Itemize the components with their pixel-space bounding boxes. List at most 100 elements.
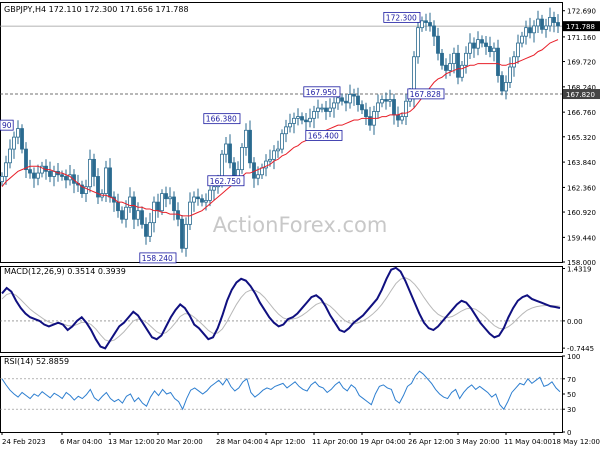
time-tick-label: 11 Apr 20:00 [312, 438, 358, 446]
candle-body [480, 39, 484, 44]
candle-body [296, 116, 300, 119]
price-tick-label: 169.720 [567, 59, 596, 67]
price-tick-label: 171.160 [567, 34, 596, 42]
candle-body [320, 107, 324, 110]
candle-body [60, 174, 64, 177]
candle-body [136, 210, 140, 220]
reference-level-box [563, 89, 600, 100]
candle-body [172, 196, 176, 212]
candle-body [196, 196, 200, 200]
candle-body [200, 198, 204, 203]
price-annotation-box [407, 88, 445, 100]
candle-body [16, 128, 20, 138]
candle-body [520, 35, 524, 44]
candle-body [268, 158, 272, 162]
candle-body [308, 117, 312, 123]
candle-body [108, 167, 112, 198]
candle-body [20, 128, 24, 150]
candle-body [96, 176, 100, 198]
candle-body [224, 143, 228, 155]
candle-body [444, 64, 448, 71]
moving-average-line [1, 39, 559, 217]
price-annotation-label: 166.380 [206, 115, 237, 124]
candle-body [508, 66, 512, 83]
candle-body [356, 95, 360, 106]
candle-body [344, 100, 348, 104]
price-tick-label: 162.360 [567, 184, 596, 192]
candle-body [228, 143, 232, 164]
candle-body [4, 162, 8, 177]
price-annotation-box [383, 11, 421, 23]
candle-body [332, 102, 336, 109]
candle-body [148, 222, 152, 237]
time-tick-label: 13 Mar 12:00 [108, 438, 155, 446]
macd-panel-frame [0, 266, 563, 353]
candle-body [512, 56, 516, 68]
candle-body [260, 167, 264, 176]
candle-body [532, 25, 536, 34]
reference-level-label: 167.820 [566, 91, 595, 99]
candle-body [392, 99, 396, 116]
candle-body [264, 160, 268, 169]
candle-body [204, 200, 208, 203]
price-tick-label: 160.920 [567, 209, 596, 217]
price-annotation-label: 172.300 [386, 13, 417, 22]
time-tick-label: 6 Mar 04:00 [60, 438, 102, 446]
candle-body [424, 20, 428, 23]
candle-body [464, 52, 468, 66]
price-tick-label: 165.320 [567, 134, 596, 142]
candle-body [312, 111, 316, 119]
price-tick-label: 158.000 [567, 259, 596, 267]
price-annotation-label: 167.950 [306, 88, 337, 97]
candle-body [128, 196, 132, 208]
candle-body [504, 81, 508, 92]
candle-body [440, 52, 444, 66]
candle-body [352, 93, 356, 97]
candle-body [284, 126, 288, 135]
instrument-header: GBPJPY,H4 172.110 172.300 171.656 171.78… [4, 5, 189, 14]
candle-body [8, 148, 12, 164]
candle-body [0, 176, 4, 183]
candle-body [184, 223, 188, 249]
time-tick-label: 19 Apr 04:00 [360, 438, 406, 446]
candle-body [124, 206, 128, 220]
candle-body [164, 193, 168, 200]
candle-body [272, 150, 276, 160]
candle-body [116, 201, 120, 212]
candle-body [452, 52, 456, 64]
candle-body [12, 136, 16, 150]
candle-body [548, 16, 552, 27]
time-tick-label: 28 Mar 04:00 [216, 438, 263, 446]
time-tick-label: 11 May 04:00 [504, 438, 552, 446]
candle-body [556, 22, 560, 27]
candle-body [492, 47, 496, 53]
candle-body [428, 22, 432, 27]
macd-main-line [1, 266, 561, 350]
candle-body [460, 64, 464, 78]
candle-body [84, 186, 88, 194]
rsi-tick-label: 50 [567, 391, 576, 399]
price-annotation-box [0, 119, 14, 131]
time-tick-label: 26 Apr 12:00 [408, 438, 454, 446]
price-annotation-box [139, 252, 177, 264]
candle-body [304, 119, 308, 123]
candle-body [476, 39, 480, 49]
time-tick-label: 4 Apr 12:00 [264, 438, 305, 446]
candle-body [324, 107, 328, 112]
price-annotation-box [305, 130, 343, 141]
price-tick-label: 159.440 [567, 234, 596, 242]
reference-level-box [563, 21, 600, 32]
candle-body [396, 114, 400, 121]
macd-tick-label: 1.4319 [567, 265, 592, 273]
candle-body [484, 42, 488, 47]
rsi-tick-label: 30 [567, 406, 576, 414]
candle-body [488, 46, 492, 53]
time-tick-label: 3 May 20:00 [456, 438, 500, 446]
candle-body [376, 102, 380, 112]
candle-body [528, 27, 532, 34]
candle-body [416, 27, 420, 58]
price-tick-label: 172.690 [567, 8, 596, 16]
candle-body [64, 176, 68, 181]
